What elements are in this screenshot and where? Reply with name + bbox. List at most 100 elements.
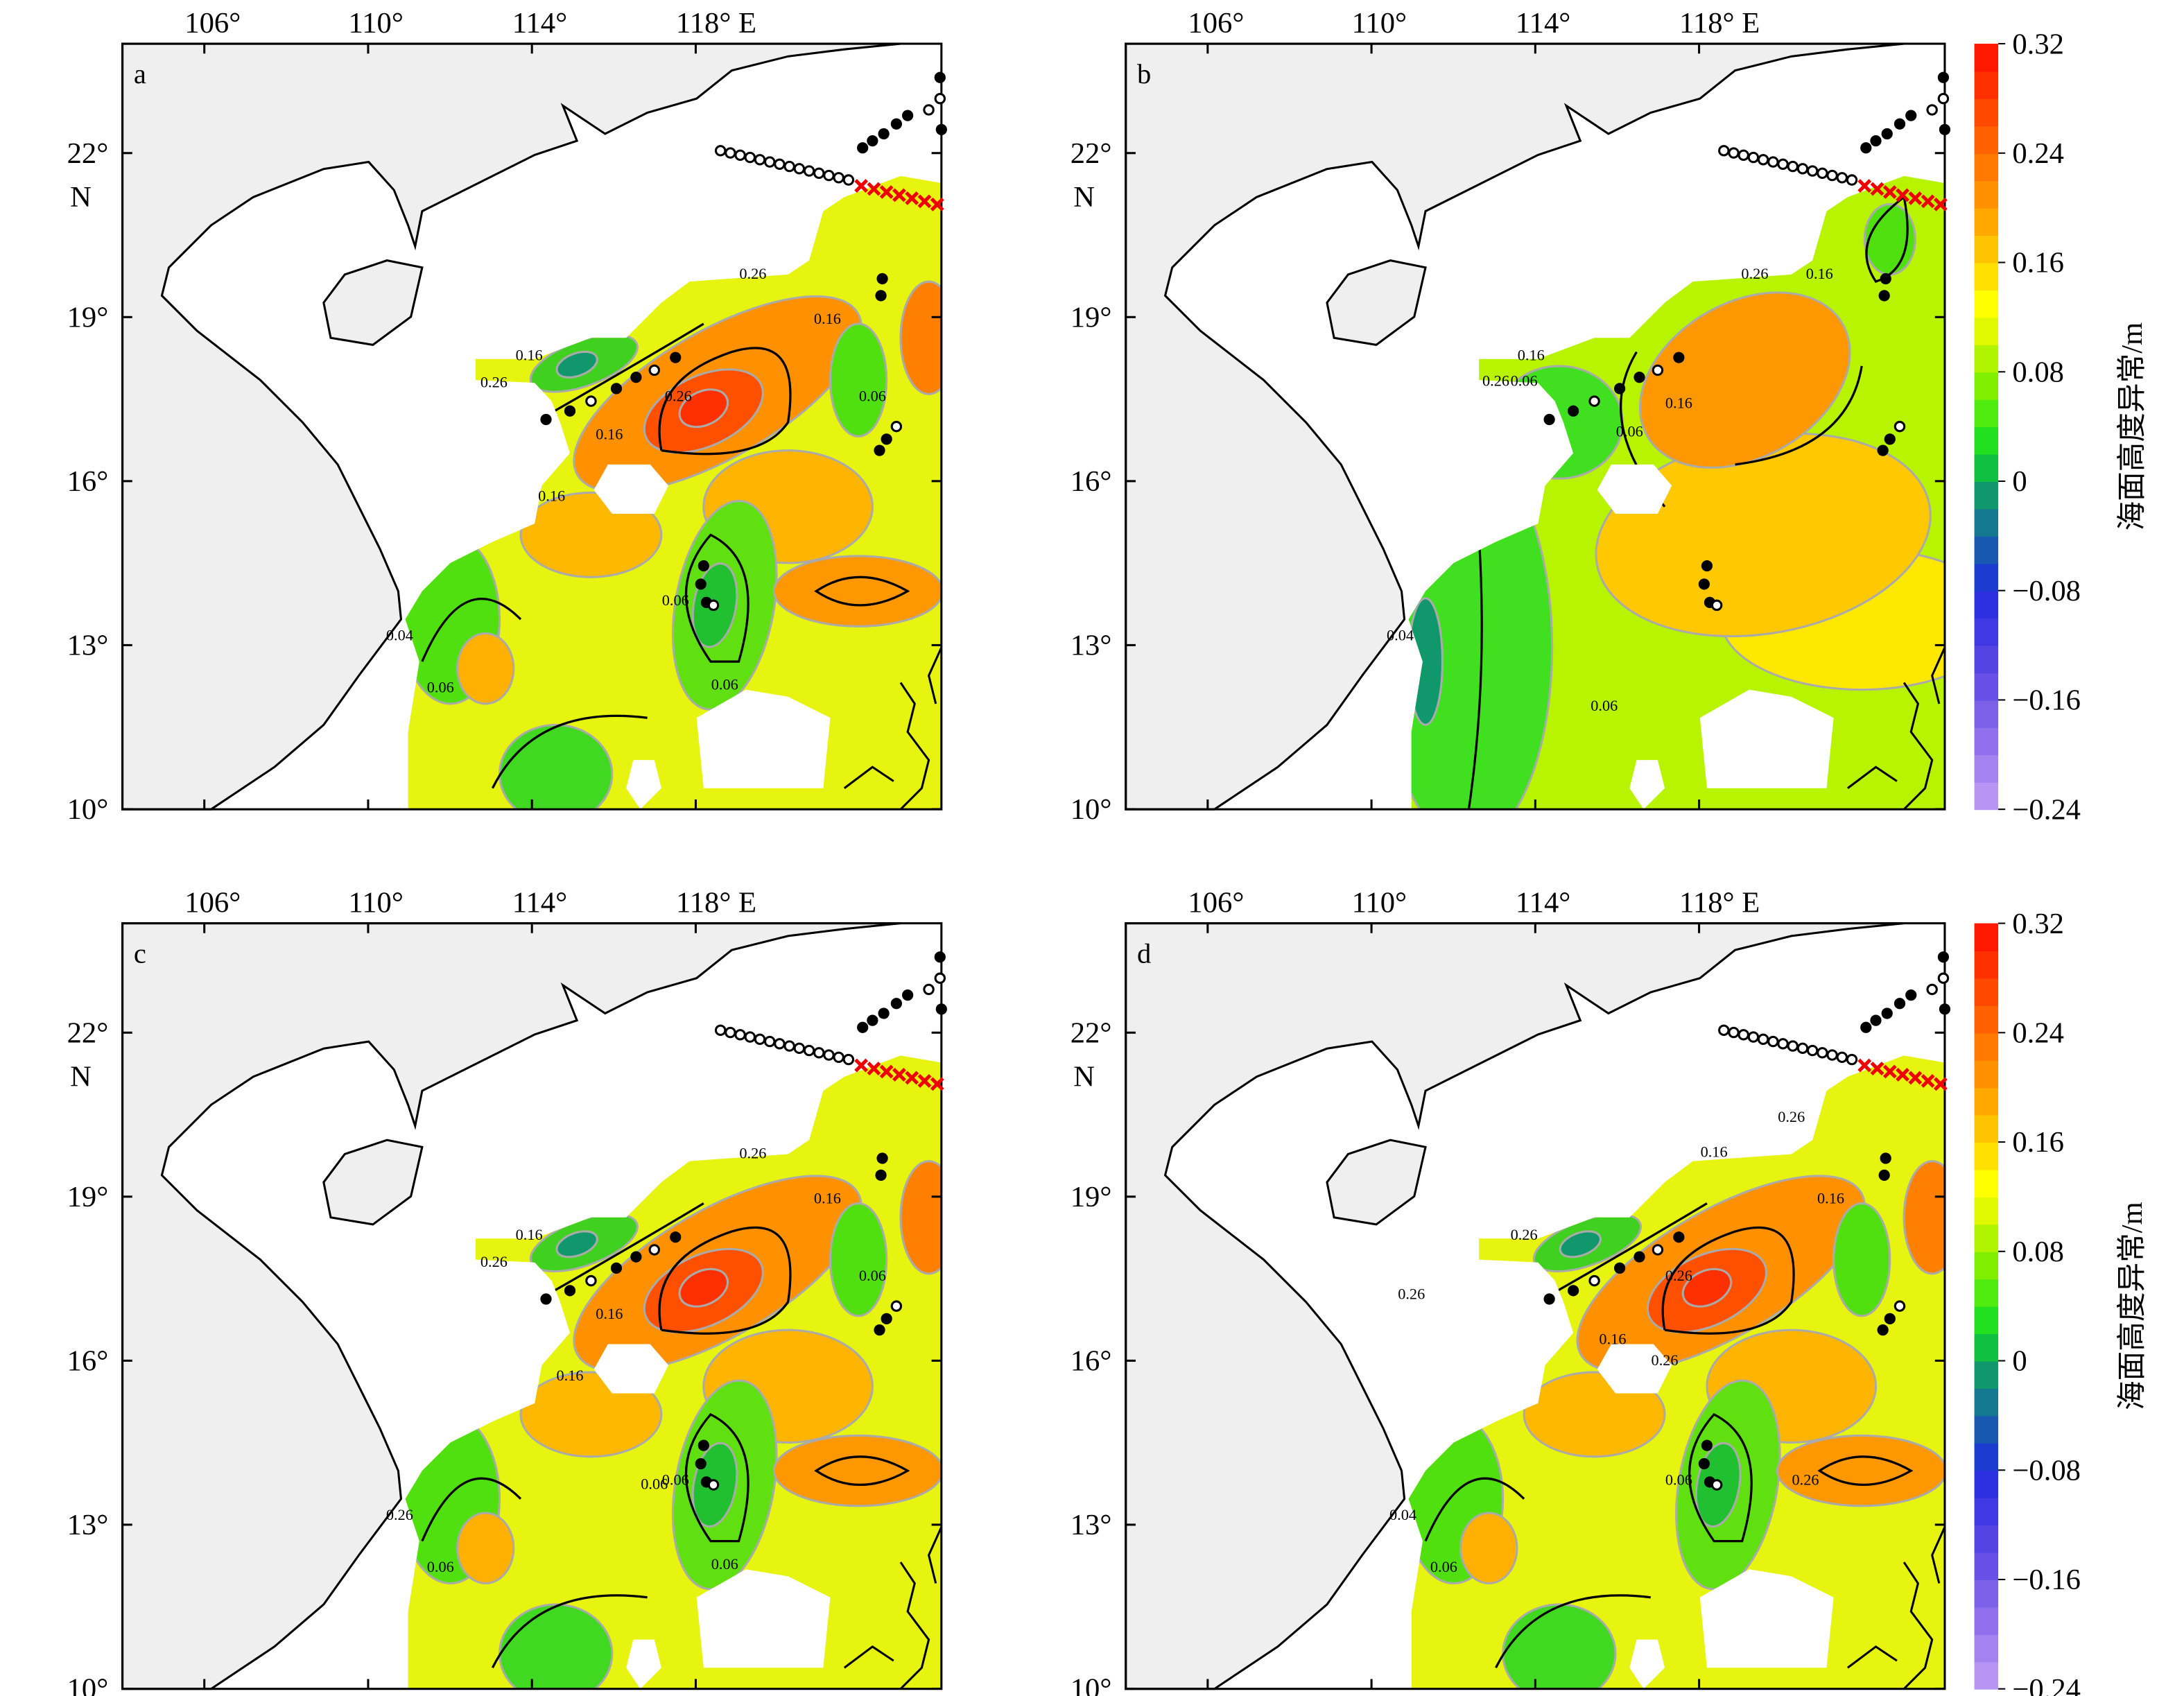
field-contour-region [1832, 1202, 1891, 1317]
station-filled [1860, 1021, 1872, 1033]
colorbar-tick-label: 0.32 [2012, 28, 2064, 60]
field-contour-region [829, 1202, 888, 1317]
y-tick-label: 16° [1071, 1345, 1112, 1378]
contour-label: 0.06 [1591, 697, 1618, 714]
y-tick-label: 19° [67, 302, 109, 334]
station-open [890, 420, 903, 433]
station-open [1806, 165, 1819, 177]
contour-label: 0.26 [739, 1145, 766, 1162]
station-filled [1937, 951, 1950, 963]
colorbar-segment [1974, 781, 1999, 811]
x-tick-label: 114° [1516, 7, 1570, 40]
station-open [1826, 1049, 1838, 1061]
station-cross [1933, 1077, 1948, 1091]
station-open [707, 1479, 720, 1491]
colorbar-segment [1974, 1333, 1999, 1362]
contour-label: 0.06 [1511, 372, 1538, 389]
contour-label: 0.26 [1792, 1471, 1819, 1488]
y-tick-label: 19° [1071, 302, 1112, 334]
field-contour-region [772, 555, 942, 628]
colorbar-segment [1974, 1306, 1999, 1335]
station-open [744, 151, 756, 164]
station-cross [1896, 188, 1909, 202]
colorbar-segment [1974, 1059, 1999, 1089]
colorbar-segment [1974, 1169, 1999, 1197]
colorbar-segment [1974, 754, 1999, 783]
contour-label: 0.06 [662, 1471, 689, 1488]
map-panel: 0.260.160.26 0.060.060.160.060.160.04b106… [1071, 7, 2149, 827]
station-cross [1933, 197, 1948, 211]
contour-label: 0.06 [1665, 1471, 1692, 1488]
station-filled [697, 560, 709, 572]
station-filled [630, 371, 642, 383]
station-open [1817, 1047, 1828, 1059]
station-filled [934, 951, 946, 963]
colorbar-tick-label: 0.16 [2012, 247, 2064, 279]
station-open [648, 364, 661, 377]
station-cross [854, 1058, 869, 1073]
field-contour-region [899, 1160, 942, 1275]
station-open [725, 1026, 736, 1039]
colorbar-tick-label: −0.16 [2012, 684, 2081, 717]
colorbar-tick-label: −0.16 [2012, 1564, 2081, 1596]
colorbar-segment [1974, 1470, 1999, 1498]
colorbar-tick-label: −0.24 [2012, 793, 2081, 826]
contour-label: 0.06 [427, 1558, 454, 1575]
station-filled [1877, 1324, 1889, 1336]
colorbar-segment [1974, 1525, 1999, 1553]
station-open [823, 1049, 835, 1061]
field-contour-region [1681, 1267, 1733, 1308]
station-filled [540, 1293, 552, 1305]
station-filled [1905, 989, 1917, 1001]
colorbar-segment [1974, 1360, 1999, 1389]
station-open [1926, 104, 1938, 116]
island [322, 259, 424, 347]
x-tick-label: 118° E [676, 886, 756, 919]
station-open [1806, 1044, 1819, 1057]
station-open [923, 983, 935, 996]
station-open [1846, 1053, 1858, 1066]
station-filled [867, 135, 878, 147]
station-filled [890, 118, 902, 130]
station-cross [917, 1073, 932, 1088]
colorbar-segment [1974, 535, 1999, 564]
colorbar-segment [1974, 1552, 1999, 1580]
colorbar-segment [1974, 1607, 1999, 1635]
station-open [783, 160, 795, 173]
station-open [803, 1044, 815, 1057]
contour-label: 0.16 [814, 310, 841, 327]
contour-label: 0.16 [596, 1305, 623, 1322]
station-filled [1877, 444, 1889, 456]
y-tick-label: 13° [67, 1509, 109, 1541]
station-open [1893, 420, 1906, 433]
station-filled [878, 1007, 890, 1019]
colorbar-segment [1974, 1087, 1999, 1116]
station-filled [1878, 1169, 1890, 1182]
station-filled [564, 405, 576, 417]
station-open [842, 174, 855, 186]
station-filled [1881, 128, 1893, 140]
station-open [1787, 160, 1799, 173]
contour-label: 0.16 [1665, 395, 1692, 412]
station-open [1893, 1300, 1906, 1312]
colorbar-label: 海面高度异常/m [2116, 1202, 2149, 1410]
colorbar-segment [1974, 673, 1999, 701]
station-open [1937, 972, 1950, 984]
island [1326, 259, 1427, 347]
station-open [648, 1244, 661, 1256]
field-contour-region [1776, 1434, 1945, 1507]
field-contour-region [1903, 1160, 1945, 1275]
y-hemisphere-label: N [1073, 1060, 1095, 1093]
station-open [923, 104, 935, 116]
colorbar-segment [1974, 978, 1999, 1006]
colorbar-segment [1974, 426, 1999, 455]
field-contour-region [678, 1267, 729, 1308]
colorbar-segment [1974, 153, 1999, 182]
station-open [714, 1024, 727, 1037]
station-filled [610, 1262, 623, 1274]
station-filled [934, 71, 946, 83]
contour-label: 0.06 [427, 679, 454, 696]
station-cross [905, 1071, 919, 1085]
station-open [833, 172, 844, 184]
station-open [734, 149, 746, 162]
